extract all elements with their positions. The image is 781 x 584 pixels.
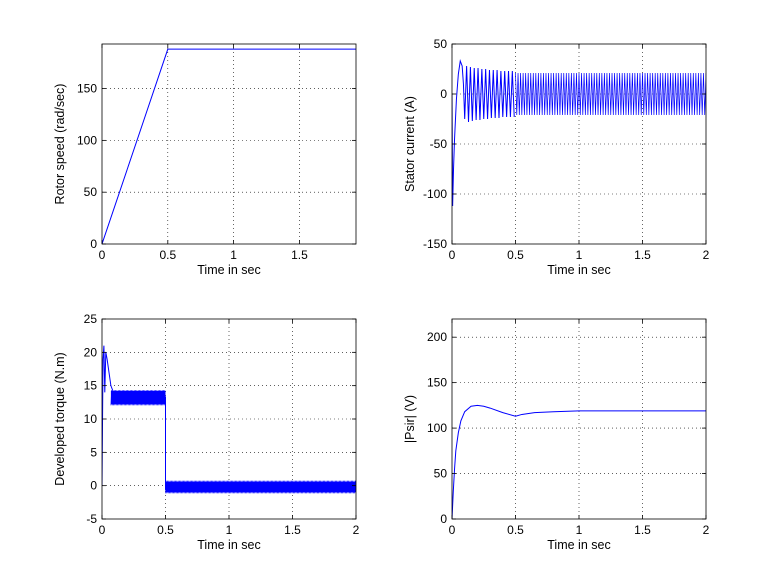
x-tick-label: 0	[99, 248, 106, 262]
flux-magnitude-plot: 0 0.5 1 1.5 2 0 50 100 150 200 Time in sec |Psir| (…	[403, 318, 710, 552]
x-tick-label: 2	[703, 523, 710, 537]
series-line	[452, 404, 706, 519]
x-tick-label: 1.5	[284, 523, 301, 537]
y-tick-label: 0	[90, 479, 97, 493]
x-tick-label: 0.5	[157, 523, 174, 537]
x-axis-label: Time in sec	[197, 538, 260, 552]
series-ripple	[165, 480, 356, 494]
series-line	[102, 345, 356, 491]
stator-current-plot: 0 0.5 1 1.5 2 -150 -100 -50 0 50 Time in sec Stator…	[403, 37, 710, 277]
x-tick-label: 2	[353, 523, 360, 537]
data-area	[452, 59, 706, 207]
y-tick-label: -100	[423, 187, 447, 201]
y-tick-label: 50	[434, 467, 448, 481]
x-tick-label: 0	[99, 523, 106, 537]
x-tick-label: 2	[703, 248, 710, 262]
y-tick-label: 15	[84, 379, 98, 393]
y-axis-label: Rotor speed (rad/sec)	[53, 84, 67, 205]
y-tick-label: -150	[423, 237, 447, 251]
y-axis-label: Stator current (A)	[403, 96, 417, 192]
series-ripple	[110, 389, 166, 406]
data-area	[102, 48, 356, 244]
axes-frame	[101, 43, 357, 245]
axes-background	[102, 44, 356, 244]
x-axis-label: Time in sec	[547, 538, 610, 552]
x-tick-label: 0.5	[159, 248, 176, 262]
y-tick-label: -5	[86, 512, 97, 526]
y-tick-label: 20	[84, 345, 98, 359]
y-tick-label: -50	[430, 137, 448, 151]
data-area	[102, 345, 356, 494]
y-axis-label: Developed torque (N.m)	[53, 352, 67, 485]
y-tick-label: 0	[440, 512, 447, 526]
x-axis-label: Time in sec	[547, 263, 610, 277]
y-tick-label: 150	[427, 376, 447, 390]
x-tick-label: 0	[449, 523, 456, 537]
y-tick-label: 0	[90, 237, 97, 251]
y-tick-label: 5	[90, 445, 97, 459]
series-line	[515, 72, 706, 116]
rotor-speed-plot: 0 0.5 1 1.5 0 50 100 150 Time in sec Rotor speed …	[53, 43, 357, 277]
series-line	[102, 48, 356, 244]
y-tick-label: 150	[77, 82, 97, 96]
y-tick-label: 50	[84, 185, 98, 199]
x-tick-label: 1	[576, 523, 583, 537]
y-tick-label: 10	[84, 412, 98, 426]
y-tick-label: 25	[84, 312, 98, 326]
x-tick-label: 0.5	[507, 248, 524, 262]
y-tick-label: 200	[427, 330, 447, 344]
x-tick-label: 0.5	[507, 523, 524, 537]
x-tick-label: 1	[230, 248, 237, 262]
x-axis-label: Time in sec	[197, 263, 260, 277]
x-tick-label: 0	[449, 248, 456, 262]
x-tick-label: 1	[226, 523, 233, 537]
x-tick-label: 1.5	[291, 248, 308, 262]
x-tick-label: 1	[576, 248, 583, 262]
y-tick-label: 100	[427, 421, 447, 435]
series-line	[452, 59, 515, 207]
y-tick-label: 0	[440, 87, 447, 101]
y-tick-label: 100	[77, 133, 97, 147]
y-tick-label: 50	[434, 37, 448, 51]
x-tick-label: 1.5	[634, 248, 651, 262]
y-axis-label: |Psir| (V)	[403, 395, 417, 443]
data-area	[452, 404, 706, 519]
series-band	[165, 481, 356, 493]
x-tick-label: 1.5	[634, 523, 651, 537]
